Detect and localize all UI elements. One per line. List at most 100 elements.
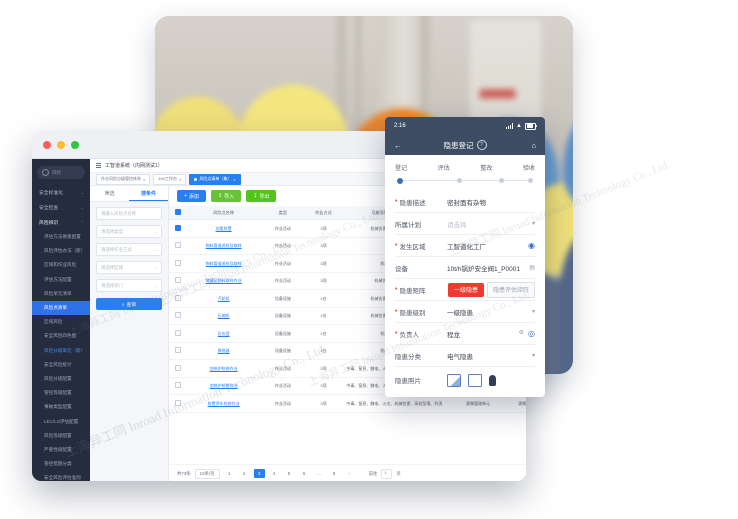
filter-tab-0[interactable]: 筛选 bbox=[90, 186, 129, 201]
table-row[interactable]: 装置停车检修作业 作业活动 3项 中毒、窒息、触电、火灾、机械伤害、高处坠落、灼烫 隶属… bbox=[169, 394, 526, 413]
close-icon[interactable]: × bbox=[143, 176, 146, 182]
page-size-select[interactable]: 10条/页 bbox=[194, 468, 220, 479]
sidebar-item-5[interactable]: 风险点清单 bbox=[32, 300, 90, 316]
checkbox-icon[interactable] bbox=[175, 312, 182, 319]
sidebar-item-10[interactable]: 风险分级配置 bbox=[32, 372, 90, 386]
select-all-header[interactable] bbox=[169, 206, 188, 220]
export-button[interactable]: ↧ 导出 bbox=[246, 190, 277, 202]
cell-name[interactable]: 换热器 bbox=[187, 342, 260, 360]
import-button[interactable]: ↥ 导入 bbox=[210, 190, 242, 202]
sidebar-item-8[interactable]: 风险分级单元（新） bbox=[32, 344, 90, 358]
cell-name[interactable]: 反应釜 bbox=[187, 324, 260, 343]
question-circle-icon[interactable]: ? bbox=[476, 140, 487, 150]
sidebar-group-0[interactable]: 安全标准化 ⌄ bbox=[32, 185, 90, 200]
matrix-button[interactable]: 隐患评估矩阵 bbox=[486, 281, 535, 298]
sidebar-item-16[interactable]: 管控措施分类 bbox=[32, 457, 90, 471]
checkbox-icon[interactable] bbox=[175, 224, 182, 231]
page-6[interactable]: 6 bbox=[302, 471, 306, 476]
cell-name[interactable]: 储罐区物料取样作业 bbox=[187, 272, 260, 290]
filter-field-3[interactable]: 请选择区域 ⌄ bbox=[96, 261, 162, 274]
field-plan[interactable]: 所属计划 请选择 ▾ bbox=[395, 213, 535, 235]
sidebar-item-6[interactable]: 区域风险 bbox=[32, 315, 90, 329]
checkbox-icon[interactable] bbox=[175, 382, 182, 389]
device-scan-icon[interactable]: ▤ bbox=[529, 265, 535, 271]
sidebar-item-14[interactable]: 风险等级配置 bbox=[32, 429, 90, 443]
page-5[interactable]: 5 bbox=[287, 471, 291, 476]
close-icon[interactable]: × bbox=[233, 176, 236, 182]
sidebar-item-17[interactable]: 安全风险评估准则 bbox=[32, 471, 90, 481]
cell-name[interactable]: 物料管道巡检及取样 bbox=[187, 237, 260, 255]
tab-2[interactable]: 风险点清单（集） × bbox=[189, 173, 241, 185]
back-arrow-icon[interactable]: ← bbox=[394, 140, 402, 150]
location-pin-icon[interactable]: ◉ bbox=[528, 241, 535, 250]
sidebar-item-15[interactable]: 严重性级配置 bbox=[32, 443, 90, 457]
cell-name[interactable]: 加氢装置 bbox=[187, 219, 260, 238]
cell-name[interactable]: 压缩机 bbox=[187, 307, 260, 325]
page-1[interactable]: 1 bbox=[227, 471, 231, 476]
zoom-icon[interactable] bbox=[71, 140, 79, 149]
checkbox-icon[interactable] bbox=[175, 277, 182, 284]
row-checkbox-cell[interactable] bbox=[169, 237, 188, 255]
row-checkbox-cell[interactable] bbox=[169, 289, 188, 308]
checkbox-icon[interactable] bbox=[175, 329, 182, 336]
page-2[interactable]: 2 bbox=[242, 471, 246, 476]
checkbox-icon[interactable] bbox=[175, 209, 182, 215]
filter-field-2[interactable]: 请选择作业方式 ⌄ bbox=[96, 243, 162, 256]
tab-0[interactable]: 作业风险分级管控体系 × bbox=[96, 173, 151, 185]
row-checkbox-cell[interactable] bbox=[169, 394, 188, 413]
checkbox-icon[interactable] bbox=[175, 294, 182, 301]
filter-field-4[interactable]: 请选择部门 ⌄ bbox=[96, 279, 162, 292]
sidebar-item-1[interactable]: 风险评估办法（新） bbox=[32, 244, 90, 258]
gear-icon[interactable]: ⚙ bbox=[518, 330, 525, 336]
close-icon[interactable] bbox=[43, 140, 51, 149]
field-owner[interactable]: • 负责人 程龙 ⚙ ◎ bbox=[395, 323, 535, 345]
sidebar-item-12[interactable]: 事故类型配置 bbox=[32, 400, 90, 414]
sidebar-item-4[interactable]: 风险单元清单 bbox=[32, 287, 90, 301]
row-checkbox-cell[interactable] bbox=[169, 377, 188, 395]
row-checkbox-cell[interactable] bbox=[169, 254, 188, 273]
field-hazard-description[interactable]: • 隐患描述 密封面有杂物 bbox=[395, 191, 535, 213]
minimize-icon[interactable] bbox=[57, 140, 65, 149]
checkbox-icon[interactable] bbox=[175, 364, 182, 371]
tab-1[interactable]: 404工作台 × bbox=[153, 173, 187, 185]
field-hazard-category[interactable]: 隐患分类 电气隐患 ▾ bbox=[395, 345, 535, 367]
close-icon[interactable]: × bbox=[179, 176, 182, 182]
menu-toggle-icon[interactable] bbox=[96, 163, 101, 168]
checkbox-icon[interactable] bbox=[175, 399, 182, 406]
cell-name[interactable]: 汽轮机 bbox=[187, 289, 260, 308]
field-hazard-matrix[interactable]: • 隐患矩阵 一级隐患 隐患评估矩阵 bbox=[395, 279, 535, 301]
row-checkbox-cell[interactable] bbox=[169, 342, 188, 360]
cell-name[interactable]: 物料管道巡检及取样 bbox=[187, 254, 260, 273]
cell-name[interactable]: 加热炉检修作业 bbox=[187, 377, 260, 395]
sidebar-item-9[interactable]: 安全风险统计 bbox=[32, 358, 90, 372]
checkbox-icon[interactable] bbox=[175, 242, 182, 249]
field-hazard-level[interactable]: • 隐患级别 一级隐患 ▾ bbox=[395, 301, 535, 323]
goto-input[interactable]: 1 bbox=[381, 468, 393, 479]
user-circle-icon[interactable]: ◎ bbox=[528, 329, 535, 338]
field-device[interactable]: 设备 10t/h锅炉安全阀1_P0001 ▤ bbox=[395, 257, 535, 279]
row-checkbox-cell[interactable] bbox=[169, 219, 188, 238]
page-4[interactable]: 4 bbox=[272, 471, 276, 476]
checkbox-icon[interactable] bbox=[175, 259, 182, 266]
sidebar-search[interactable]: 风险 bbox=[37, 166, 85, 179]
sidebar-item-13[interactable]: LEC/LS评估配置 bbox=[32, 414, 90, 428]
sidebar-group-2[interactable]: 风险辨识 ⌃ bbox=[32, 215, 90, 230]
sidebar-group-1[interactable]: 安全检查 ⌄ bbox=[32, 200, 90, 215]
checkbox-icon[interactable] bbox=[175, 347, 182, 354]
search-button[interactable]: ⌕ 查询 bbox=[96, 298, 162, 310]
page-3-current[interactable]: 3 bbox=[253, 469, 265, 478]
sidebar-item-11[interactable]: 管控等级配置 bbox=[32, 386, 90, 400]
sidebar-item-0[interactable]: 评估方法要素配置 bbox=[32, 230, 90, 244]
row-checkbox-cell[interactable] bbox=[169, 324, 188, 343]
home-icon[interactable]: ⌂ bbox=[531, 140, 536, 150]
field-area[interactable]: • 发生区域 工智道化工厂 ◉ bbox=[395, 235, 535, 257]
page-8[interactable]: 8 bbox=[332, 471, 336, 476]
sidebar-item-3[interactable]: 评估方法配置 bbox=[32, 273, 90, 287]
audio-record-icon[interactable] bbox=[489, 374, 496, 386]
video-upload-icon[interactable] bbox=[468, 373, 482, 387]
row-checkbox-cell[interactable] bbox=[169, 359, 188, 378]
filter-tab-1[interactable]: 搜条件 bbox=[129, 186, 168, 201]
row-checkbox-cell[interactable] bbox=[169, 307, 188, 325]
sidebar-item-7[interactable]: 安全风险四色图 bbox=[32, 329, 90, 343]
sidebar-item-2[interactable]: 区域和作业风险 bbox=[32, 258, 90, 272]
